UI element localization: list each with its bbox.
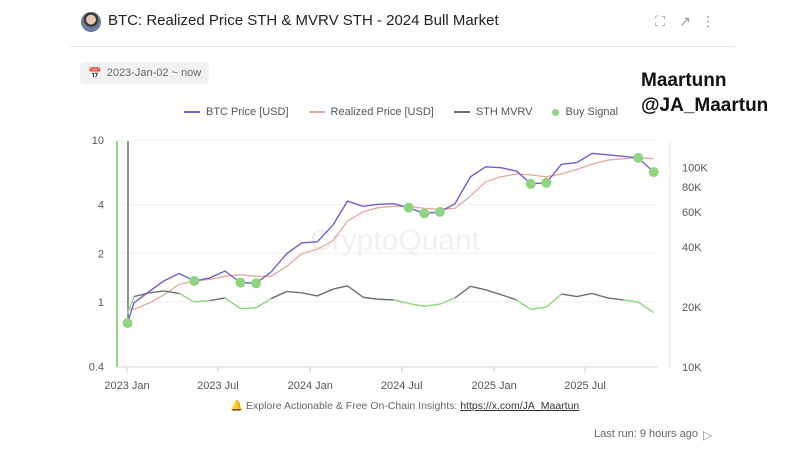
legend-label: BTC Price [USD] xyxy=(206,106,289,118)
cryptoquant-watermark: CryptoQuant xyxy=(310,224,481,257)
realized-price-line xyxy=(127,157,654,310)
buy-signal-point xyxy=(648,167,659,178)
buy-signal-point xyxy=(251,278,262,289)
sth-mvrv-segment xyxy=(607,297,624,301)
right-axis-tick-label: 10K xyxy=(682,362,702,374)
sth-mvrv-segment xyxy=(591,292,608,299)
sth-mvrv-segment xyxy=(393,299,409,305)
watermark-name: Maartunn xyxy=(641,70,727,91)
date-range-picker[interactable]: 📅 2023-Jan-02 ~ now xyxy=(80,62,210,84)
sth-mvrv-segment xyxy=(637,301,655,314)
watermark-handle: @JA_Maartun xyxy=(641,95,769,116)
sth-mvrv-segment xyxy=(362,296,379,300)
x-axis-tick-label: 2025 Jan xyxy=(471,380,516,392)
x-axis-tick-label: 2023 Jan xyxy=(104,380,149,392)
sth-mvrv-segment xyxy=(178,292,195,303)
author-watermark: Maartunn @JA_Maartun xyxy=(641,68,768,118)
legend-item-btc-price[interactable]: BTC Price [USD] xyxy=(184,106,289,118)
legend-swatch xyxy=(308,111,325,113)
sth-mvrv-segment xyxy=(470,285,486,291)
sth-mvrv-segment xyxy=(301,292,318,297)
author-avatar xyxy=(81,12,101,32)
date-range-label: 2023-Jan-02 ~ now xyxy=(106,67,202,79)
play-icon[interactable]: ▷ xyxy=(703,428,713,442)
footer-insights: 🔔 Explore Actionable & Free On-Chain Ins… xyxy=(230,399,579,412)
legend-item-sth-mvrv[interactable]: STH MVRV xyxy=(453,106,533,118)
x-axis-tick-label: 2024 Jul xyxy=(381,380,423,392)
sth-mvrv-segment xyxy=(485,289,502,296)
legend-item-realized-price[interactable]: Realized Price [USD] xyxy=(308,106,434,118)
sth-mvrv-segment xyxy=(545,293,562,308)
x-axis-tick-label: 2023 Jul xyxy=(197,380,239,392)
sth-mvrv-segment xyxy=(500,294,517,301)
legend-swatch xyxy=(453,111,470,113)
buy-signal-point xyxy=(235,277,246,288)
chart-title: BTC: Realized Price STH & MVRV STH - 202… xyxy=(108,12,499,29)
chart-legend: BTC Price [USD] Realized Price [USD] STH… xyxy=(184,106,618,118)
sth-mvrv-segment xyxy=(408,302,425,308)
legend-item-buy-signal[interactable]: Buy Signal xyxy=(552,106,618,118)
sth-mvrv-segment xyxy=(255,297,272,309)
fullscreen-icon[interactable]: ⛶ xyxy=(655,13,665,29)
sth-mvrv-segment xyxy=(149,290,164,294)
buy-signal-point xyxy=(541,177,552,188)
left-axis-tick-label: 2 xyxy=(98,248,104,260)
footer-link[interactable]: https://x.com/JA_Maartun xyxy=(460,400,580,412)
right-axis-tick-label: 40K xyxy=(682,242,702,254)
more-vertical-icon[interactable]: ⋮ xyxy=(701,13,715,29)
sth-mvrv-segment xyxy=(623,299,639,303)
buy-signal-point xyxy=(122,318,133,329)
legend-label: Realized Price [USD] xyxy=(330,106,434,118)
sth-mvrv-segment xyxy=(126,296,135,314)
legend-label: STH MVRV xyxy=(475,106,533,118)
right-axis-tick-label: 60K xyxy=(682,207,702,219)
legend-swatch xyxy=(552,108,560,116)
open-external-icon[interactable]: ↗ xyxy=(679,13,691,29)
sth-mvrv-segment xyxy=(378,298,394,301)
sth-mvrv-segment xyxy=(209,297,226,302)
sth-mvrv-segment xyxy=(270,290,287,300)
x-axis-tick-label: 2024 Jan xyxy=(288,380,333,392)
sth-mvrv-segment xyxy=(424,303,440,308)
right-axis-tick-label: 100K xyxy=(682,163,708,175)
sth-mvrv-segment xyxy=(163,290,180,295)
sth-mvrv-segment xyxy=(194,299,210,303)
last-run-status: Last run: 9 hours ago xyxy=(594,428,698,440)
sth-mvrv-segment xyxy=(347,285,364,298)
sth-mvrv-segment xyxy=(516,299,532,310)
buy-signal-point xyxy=(189,276,200,287)
sth-mvrv-segment xyxy=(561,293,578,298)
buy-signal-point xyxy=(419,208,430,219)
legend-label: Buy Signal xyxy=(565,106,619,118)
right-axis-tick-label: 20K xyxy=(682,302,702,314)
left-axis-tick-label: 1 xyxy=(98,297,104,309)
buy-signal-point xyxy=(633,152,644,163)
sth-mvrv-segment xyxy=(454,285,471,299)
sth-mvrv-segment xyxy=(317,288,334,297)
header-divider xyxy=(70,46,735,47)
sth-mvrv-segment xyxy=(439,297,456,305)
footer-text: Explore Actionable & Free On-Chain Insig… xyxy=(246,400,458,412)
bell-icon: 🔔 xyxy=(230,400,244,412)
btc-price-line xyxy=(126,152,655,324)
buy-signal-point xyxy=(434,206,445,217)
left-axis-tick-label: 10 xyxy=(92,135,104,147)
x-axis-tick-label: 2025 Jul xyxy=(564,380,606,392)
left-axis-tick-label: 4 xyxy=(98,200,104,212)
sth-mvrv-segment xyxy=(530,306,547,311)
legend-swatch xyxy=(184,111,200,113)
sth-mvrv-segment xyxy=(286,290,302,294)
buy-signal-point xyxy=(403,202,414,213)
sth-mvrv-segment xyxy=(576,292,593,298)
sth-mvrv-segment xyxy=(240,307,257,310)
left-axis-tick-label: 0.4 xyxy=(89,361,104,373)
sth-mvrv-segment xyxy=(224,297,241,310)
sth-mvrv-segment xyxy=(332,285,348,290)
right-axis-tick-label: 80K xyxy=(682,182,702,194)
buy-signal-point xyxy=(525,178,536,189)
calendar-icon: 📅 xyxy=(88,67,102,80)
